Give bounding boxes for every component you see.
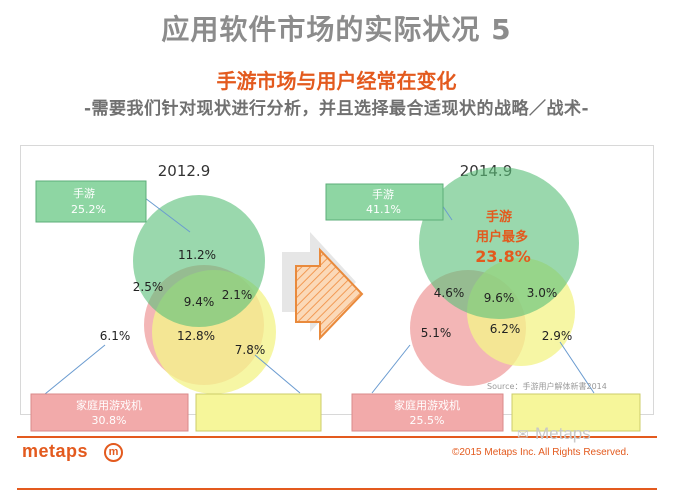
wechat-icon: ✉ xyxy=(517,427,529,443)
region-pc-only-2012: 7.8% xyxy=(235,343,266,357)
region-console-pc-2014: 6.2% xyxy=(490,322,521,336)
slide-title: 应用软件市场的实际状况 5 xyxy=(161,13,512,46)
legend-console-label-2012: 家庭用游戏机 xyxy=(76,398,142,412)
metaps-logo-mark-icon: m xyxy=(104,443,123,462)
footer-rule-bottom xyxy=(17,488,657,490)
legend-mobile-label-2014: 手游 xyxy=(372,187,394,201)
region-console-only-2014: 5.1% xyxy=(421,326,452,340)
region-all-three-2014: 9.6% xyxy=(484,291,515,305)
region-mobile-pc-2014: 3.0% xyxy=(527,286,558,300)
transition-arrow xyxy=(282,232,364,341)
mobile-circle-2014 xyxy=(419,167,579,319)
highlight-value-2014: 23.8% xyxy=(475,247,531,266)
legend-console-label-2014: 家庭用游戏机 xyxy=(394,398,460,412)
legend-mobile-value-2012: 25.2% xyxy=(71,203,106,216)
legend-box-mobile-2012 xyxy=(35,180,147,223)
legend-console-value-2014: 25.5% xyxy=(410,414,445,427)
legend-mobile-value-2014: 41.1% xyxy=(366,203,401,216)
source-note: Source：手游用户解体新書2014 xyxy=(487,382,607,391)
callout-line-pc-2014 xyxy=(559,341,595,394)
mobile-circle-2012 xyxy=(133,195,265,327)
callout-line-mobile-2012 xyxy=(144,197,191,233)
region-mobile-only-2012: 11.2% xyxy=(178,248,216,262)
legend-box-console-2012 xyxy=(30,393,189,432)
venn-2012: 2012.9 手游 25.2% 家庭用游戏机 30.8% 11.2% 2.5% … xyxy=(30,162,322,432)
region-mobile-console-2014: 4.6% xyxy=(434,286,465,300)
region-console-only-2012: 6.1% xyxy=(100,329,131,343)
highlight-line2-2014: 用户最多 xyxy=(475,229,528,245)
callout-line-pc-2012 xyxy=(254,354,301,394)
highlight-line1-2014: 手游 xyxy=(486,209,512,225)
region-pc-only-2014: 2.9% xyxy=(542,329,573,343)
legend-mobile-label-2012: 手游 xyxy=(73,186,95,200)
copyright-text: ©2015 Metaps Inc. All Rights Reserved. xyxy=(452,447,629,458)
legend-box-mobile-2014 xyxy=(325,183,444,221)
venn-2014: 2014.9 手游 41.1% 家庭用游戏机 25.5% 手游 用户最多 23.… xyxy=(325,162,641,432)
legend-box-pc-2012 xyxy=(195,393,322,432)
callout-line-mobile-2014 xyxy=(441,204,453,221)
region-mobile-pc-2012: 2.1% xyxy=(222,288,253,302)
footer-rule-top xyxy=(17,436,657,438)
region-all-three-2012: 9.4% xyxy=(184,295,215,309)
watermark: Metaps xyxy=(535,424,591,443)
region-console-pc-2012: 12.8% xyxy=(177,329,215,343)
legend-console-value-2012: 30.8% xyxy=(92,414,127,427)
callout-line-console-2014 xyxy=(371,344,411,394)
legend-box-pc-2014 xyxy=(511,393,641,432)
year-label-2012: 2012.9 xyxy=(158,162,211,180)
region-mobile-console-2012: 2.5% xyxy=(133,280,164,294)
callout-line-console-2012 xyxy=(44,344,106,395)
metaps-logo: metaps xyxy=(22,441,89,461)
legend-box-console-2014 xyxy=(351,393,504,432)
slide-tagline: -需要我们针对现状进行分析，并且选择最合适现状的战略／战术- xyxy=(83,99,590,119)
slide-subtitle: 手游市场与用户经常在变化 xyxy=(216,69,457,93)
